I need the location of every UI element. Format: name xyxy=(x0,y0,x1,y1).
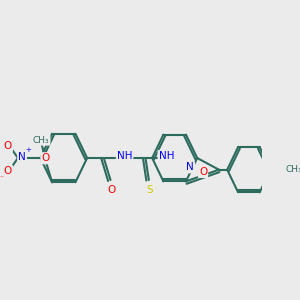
Text: O: O xyxy=(107,185,116,195)
Text: O: O xyxy=(4,141,12,151)
Text: CH₃: CH₃ xyxy=(286,165,300,174)
Text: O: O xyxy=(199,167,207,177)
Text: NH: NH xyxy=(117,151,132,161)
Text: CH₃: CH₃ xyxy=(33,136,50,145)
Text: N: N xyxy=(186,162,194,172)
Text: O: O xyxy=(41,153,50,163)
Text: O: O xyxy=(4,166,12,176)
Text: N: N xyxy=(18,152,26,162)
Text: ⁻: ⁻ xyxy=(0,173,3,182)
Text: S: S xyxy=(146,185,153,195)
Text: NH: NH xyxy=(159,151,174,161)
Text: +: + xyxy=(25,147,31,153)
